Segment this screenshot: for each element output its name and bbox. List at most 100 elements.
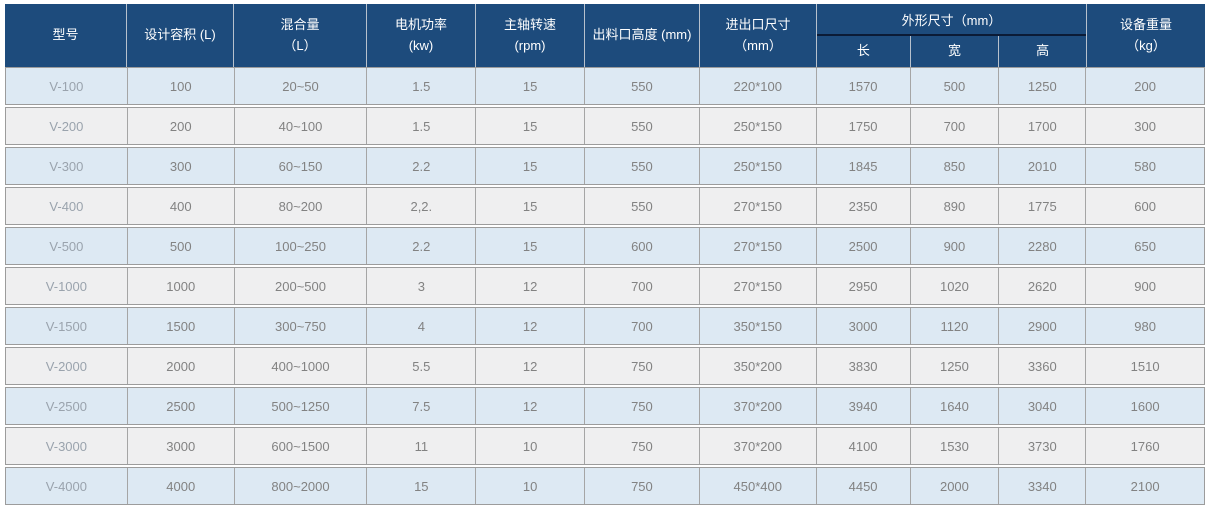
header-model: 型号 [5, 4, 127, 67]
cell-mix-amount: 500~1250 [235, 388, 368, 424]
cell-dim-width: 890 [911, 188, 1000, 224]
cell-outlet-height: 750 [585, 388, 700, 424]
cell-dim-width: 900 [911, 228, 1000, 264]
cell-motor-power: 2.2 [367, 148, 477, 184]
cell-design-capacity: 2500 [128, 388, 235, 424]
cell-dim-length: 2350 [817, 188, 911, 224]
cell-spindle-speed: 12 [476, 388, 586, 424]
cell-dim-width: 1640 [911, 388, 1000, 424]
header-dim-width: 宽 [911, 36, 1000, 67]
cell-outlet-height: 750 [585, 348, 700, 384]
cell-model: V-3000 [6, 428, 128, 464]
header-outlet-height-label: 出料口高度 (mm) [592, 27, 692, 43]
cell-inlet-outlet-size: 270*150 [700, 188, 817, 224]
cell-motor-power: 1.5 [367, 68, 477, 104]
dimensions-group-divider [817, 34, 1086, 36]
header-dimensions-subcolumns: 长 宽 高 [817, 36, 1086, 67]
cell-motor-power: 1.5 [367, 108, 477, 144]
cell-dim-width: 1020 [911, 268, 1000, 304]
cell-equipment-weight: 980 [1134, 318, 1156, 334]
header-inlet-outlet-label: 进出口尺寸 [725, 17, 791, 33]
header-motor-power-label: 电机功率 [394, 17, 447, 33]
header-mix-amount: 混合量 （L） [234, 4, 367, 67]
table-row: V-2500 2500 500~1250 7.5 12 750 370*200 3940 164… [5, 387, 1205, 425]
cell-equipment-weight: 580 [1134, 158, 1156, 174]
cell-equipment-weight: 2100 [1130, 478, 1160, 494]
cell-inlet-outlet-size: 270*150 [700, 228, 817, 264]
cell-motor-power: 7.5 [367, 388, 477, 424]
cell-motor-power: 11 [367, 428, 477, 464]
cell-spindle-speed: 12 [476, 308, 586, 344]
cell-design-capacity: 1000 [128, 268, 235, 304]
cell-mix-amount: 400~1000 [235, 348, 368, 384]
header-equipment-weight-unit: （kg） [1126, 37, 1166, 53]
cell-design-capacity: 3000 [128, 428, 235, 464]
header-spindle-speed: 主轴转速 (rpm) [476, 4, 585, 67]
cell-model: V-200 [6, 108, 128, 144]
cell-dim-length: 4100 [817, 428, 911, 464]
cell-spindle-speed: 12 [476, 348, 586, 384]
header-equipment-weight: 设备重量 （kg） [1087, 4, 1205, 67]
cell-dim-width: 500 [911, 68, 1000, 104]
cell-equipment-weight: 600 [1134, 198, 1156, 214]
cell-design-capacity: 100 [128, 68, 235, 104]
cell-model: V-2000 [6, 348, 128, 384]
cell-design-capacity: 200 [128, 108, 235, 144]
cell-dim-height: 3730 [999, 428, 1087, 464]
cell-model: V-100 [6, 68, 128, 104]
table-row: V-4000 4000 800~2000 15 10 750 450*400 4450 2000… [5, 467, 1205, 505]
cell-dim-width: 1250 [911, 348, 1000, 384]
cell-inlet-outlet-size: 450*400 [700, 468, 817, 504]
cell-equipment-weight: 900 [1134, 278, 1156, 294]
cell-design-capacity: 300 [128, 148, 235, 184]
cell-model: V-500 [6, 228, 128, 264]
cell-motor-power: 3 [367, 268, 477, 304]
cell-mix-amount: 20~50 [235, 68, 368, 104]
header-spindle-speed-label: 主轴转速 [503, 17, 556, 33]
cell-motor-power: 2.2 [367, 228, 477, 264]
cell-inlet-outlet-size: 250*150 [700, 148, 817, 184]
cell-dim-height: 1775 [999, 188, 1087, 224]
cell-design-capacity: 1500 [128, 308, 235, 344]
cell-mix-amount: 600~1500 [235, 428, 368, 464]
cell-spindle-speed: 12 [476, 268, 586, 304]
cell-outlet-height: 550 [585, 148, 700, 184]
cell-model: V-4000 [6, 468, 128, 504]
cell-dim-length: 1570 [817, 68, 911, 104]
cell-mix-amount: 300~750 [235, 308, 368, 344]
table-row: V-1500 1500 300~750 4 12 700 350*150 3000 1120 29… [5, 307, 1205, 345]
cell-dim-width: 850 [911, 148, 1000, 184]
header-inlet-outlet-unit: （mm） [734, 37, 782, 53]
header-model-label: 型号 [52, 27, 79, 43]
cell-spindle-speed: 10 [476, 428, 586, 464]
cell-spindle-speed: 15 [476, 68, 586, 104]
cell-mix-amount: 200~500 [235, 268, 368, 304]
header-equipment-weight-label: 设备重量 [1119, 17, 1172, 33]
cell-outlet-height: 550 [585, 68, 700, 104]
header-dimensions-group: 外形尺寸（mm） 长 宽 高 [817, 4, 1087, 67]
table-row: V-100 100 20~50 1.5 15 550 220*100 1570 500 1250 2… [5, 67, 1205, 105]
cell-spindle-speed: 15 [476, 148, 586, 184]
cell-mix-amount: 800~2000 [235, 468, 368, 504]
cell-motor-power: 4 [367, 308, 477, 344]
cell-dim-width: 1530 [911, 428, 1000, 464]
cell-motor-power: 15 [367, 468, 477, 504]
cell-outlet-height: 700 [585, 268, 700, 304]
cell-dim-height: 3340 [999, 468, 1087, 504]
cell-equipment-weight: 1600 [1130, 398, 1160, 414]
cell-model: V-1500 [6, 308, 128, 344]
cell-dim-length: 3940 [817, 388, 911, 424]
cell-design-capacity: 400 [128, 188, 235, 224]
cell-equipment-weight: 1760 [1130, 438, 1160, 454]
cell-equipment-weight: 650 [1134, 238, 1156, 254]
table-row: V-3000 3000 600~1500 11 10 750 370*200 4100 1530… [5, 427, 1205, 465]
cell-model: V-1000 [6, 268, 128, 304]
cell-spindle-speed: 15 [476, 108, 586, 144]
cell-dim-length: 3830 [817, 348, 911, 384]
cell-outlet-height: 700 [585, 308, 700, 344]
header-motor-power: 电机功率 (kw) [367, 4, 476, 67]
cell-dim-width: 1120 [911, 308, 1000, 344]
header-mix-amount-label: 混合量 [280, 17, 320, 33]
cell-design-capacity: 500 [128, 228, 235, 264]
cell-design-capacity: 4000 [128, 468, 235, 504]
